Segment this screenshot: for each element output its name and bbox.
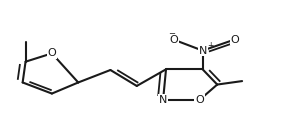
Text: O: O [195,95,204,105]
Text: N: N [159,95,167,105]
Text: +: + [207,41,213,50]
Text: O: O [230,34,239,45]
Text: O: O [48,48,56,58]
Text: −: − [168,29,176,38]
Text: N: N [198,46,207,56]
Text: O: O [169,34,178,45]
